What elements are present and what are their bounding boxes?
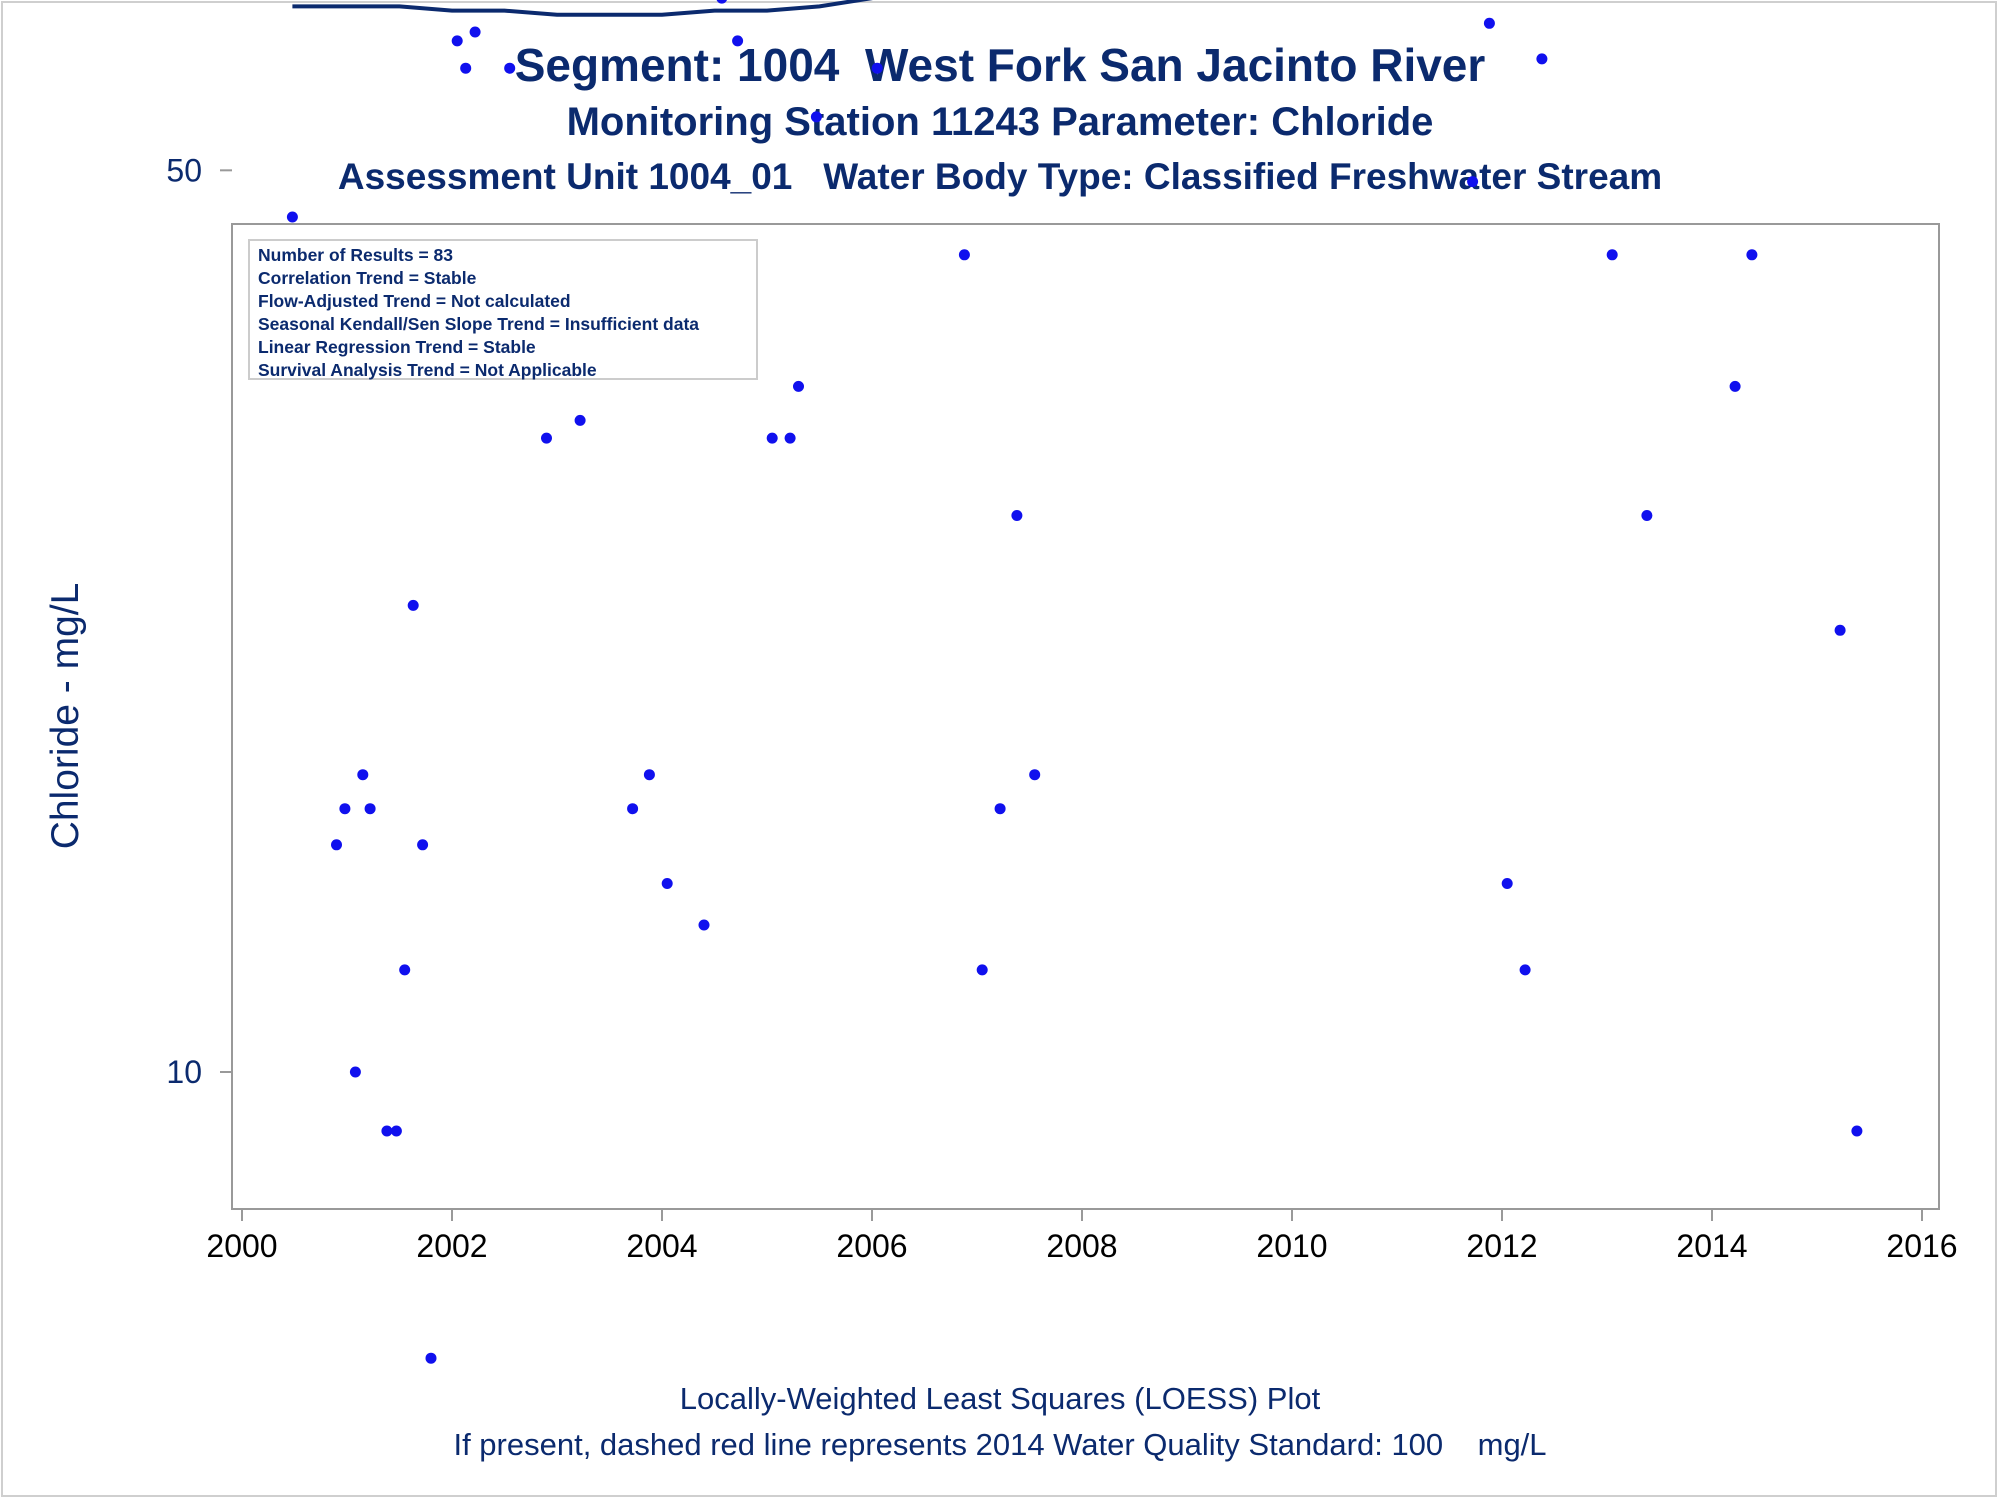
data-point — [417, 839, 429, 851]
data-point — [407, 599, 419, 611]
x-tick-label: 2002 — [416, 1228, 487, 1264]
data-point — [1467, 176, 1479, 188]
data-point — [627, 803, 639, 815]
data-point — [286, 211, 298, 223]
data-point — [451, 35, 463, 47]
data-point — [357, 769, 369, 781]
data-point — [810, 111, 822, 123]
chart-subtitle-2: Assessment Unit 1004_01 Water Body Type:… — [337, 156, 1663, 197]
data-point — [541, 432, 552, 444]
data-point — [381, 1125, 393, 1137]
trend-info-box: Number of Results = 83 Correlation Trend… — [248, 239, 758, 380]
data-point — [364, 803, 376, 815]
x-tick-label: 2006 — [836, 1228, 907, 1264]
data-point — [349, 1066, 361, 1078]
y-axis-label: Chloride - mg/L — [44, 583, 87, 850]
data-point — [766, 432, 778, 444]
chart-subtitle: Monitoring Station 11243 Parameter: Chlo… — [566, 100, 1434, 144]
data-point — [871, 62, 883, 74]
data-point — [1834, 624, 1846, 636]
info-line-results: Number of Results = 83 — [258, 245, 453, 265]
data-point — [1606, 249, 1618, 261]
data-point — [976, 964, 988, 976]
data-point — [1729, 380, 1741, 392]
data-point — [1029, 769, 1041, 781]
data-point — [1851, 1125, 1863, 1137]
data-point — [1483, 17, 1495, 29]
plot-frame — [231, 223, 1940, 1210]
loess-curve — [292, 0, 873, 17]
data-point — [1501, 878, 1513, 889]
data-point — [469, 26, 481, 38]
data-point — [339, 803, 351, 815]
data-point — [331, 839, 342, 851]
data-point — [425, 1352, 437, 1364]
footer-plot-type: Locally-Weighted Least Squares (LOESS) P… — [679, 1381, 1321, 1416]
footer-standard-note: If present, dashed red line represents 2… — [453, 1427, 1547, 1462]
data-point — [1519, 964, 1531, 976]
x-tick-label: 2010 — [1256, 1228, 1327, 1264]
data-point — [574, 414, 586, 426]
info-line-correlation: Correlation Trend = Stable — [258, 268, 477, 288]
info-line-survival: Survival Analysis Trend = Not Applicable — [258, 360, 597, 380]
data-point — [643, 769, 655, 781]
data-point — [784, 432, 796, 444]
info-line-linear-regression: Linear Regression Trend = Stable — [258, 337, 536, 357]
data-point — [793, 380, 804, 392]
x-tick-label: 2004 — [626, 1228, 697, 1264]
data-point — [732, 35, 744, 47]
x-tick-label: 2012 — [1466, 1228, 1537, 1264]
x-tick-label: 2014 — [1676, 1228, 1747, 1264]
data-point — [661, 878, 673, 889]
data-point — [460, 62, 472, 74]
data-point — [958, 249, 970, 261]
chart-title: Segment: 1004 West Fork San Jacinto Rive… — [514, 39, 1486, 91]
data-point — [994, 803, 1006, 815]
x-tick-label: 2016 — [1886, 1228, 1957, 1264]
data-point — [698, 919, 710, 931]
info-line-seasonal-kendall: Seasonal Kendall/Sen Slope Trend = Insuf… — [258, 314, 700, 334]
y-tick-label: 10 — [166, 1054, 202, 1090]
data-point — [1746, 249, 1758, 261]
info-line-flow-adjusted: Flow-Adjusted Trend = Not calculated — [258, 291, 571, 311]
data-point — [1011, 510, 1023, 521]
data-point — [504, 62, 516, 74]
data-point — [1641, 510, 1653, 521]
data-point — [390, 1125, 402, 1137]
data-point — [716, 0, 727, 4]
x-tick-label: 2000 — [206, 1228, 277, 1264]
x-tick-label: 2008 — [1046, 1228, 1117, 1264]
y-tick-label: 50 — [166, 152, 202, 188]
data-point — [1536, 53, 1548, 65]
plot-area: 2000 2002 2004 2006 2008 2010 2012 2014 2016 10 50… — [44, 0, 1958, 1364]
data-point — [399, 964, 411, 976]
